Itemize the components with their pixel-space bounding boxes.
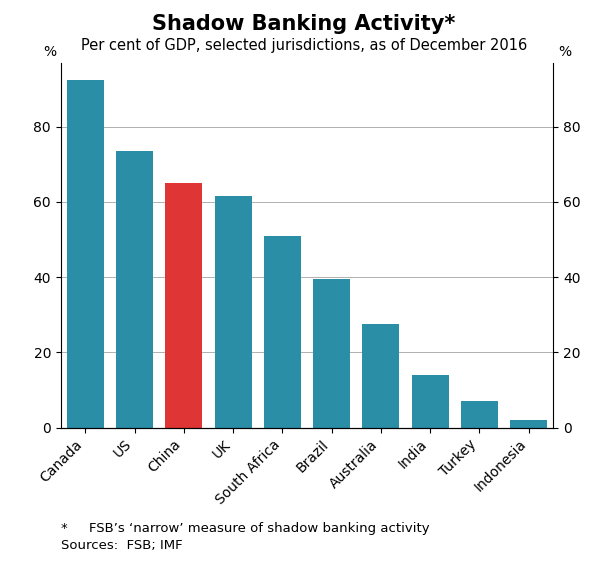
Bar xyxy=(165,183,202,428)
Text: *     FSB’s ‘narrow’ measure of shadow banking activity: * FSB’s ‘narrow’ measure of shadow banki… xyxy=(61,522,429,535)
Text: %: % xyxy=(43,45,56,59)
Bar xyxy=(461,401,498,428)
Text: %: % xyxy=(558,45,572,59)
Bar xyxy=(412,375,449,428)
Bar xyxy=(313,279,350,428)
Bar xyxy=(510,420,547,428)
Bar xyxy=(362,324,399,428)
Bar xyxy=(264,236,301,428)
Bar xyxy=(67,80,104,428)
Text: Shadow Banking Activity*: Shadow Banking Activity* xyxy=(153,14,455,34)
Bar xyxy=(116,151,153,428)
Text: Sources:  FSB; IMF: Sources: FSB; IMF xyxy=(61,539,182,552)
Text: Per cent of GDP, selected jurisdictions, as of December 2016: Per cent of GDP, selected jurisdictions,… xyxy=(81,38,527,53)
Bar xyxy=(215,196,252,428)
